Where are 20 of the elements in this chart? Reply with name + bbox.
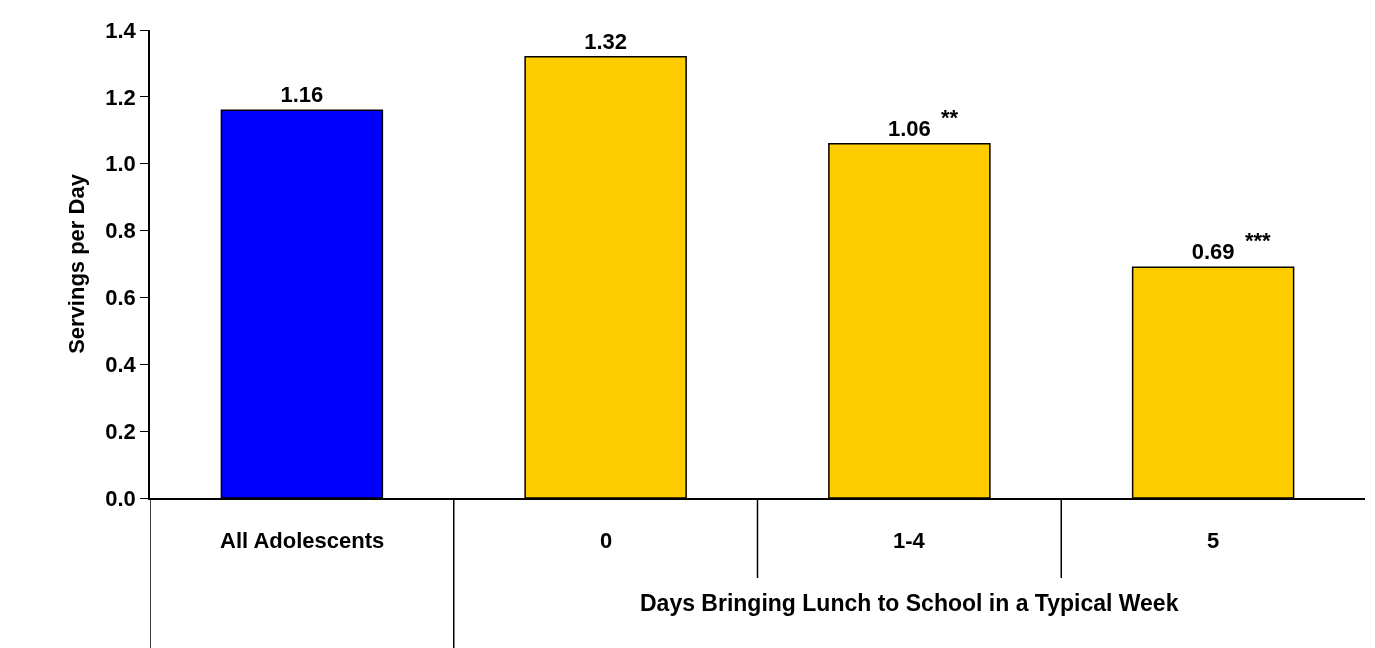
y-tick-label: 0.4	[105, 351, 137, 377]
data-label: 1.16	[280, 82, 324, 108]
data-label: 0.69	[1191, 239, 1235, 265]
y-tick-label: 0.0	[105, 485, 136, 511]
y-tick-label: 0.6	[105, 285, 136, 311]
x-tick-label: 0	[600, 528, 613, 553]
y-tick-label: 0.2	[105, 418, 136, 444]
annotation: ***	[1245, 228, 1272, 253]
x-tick-label: 5	[1207, 528, 1220, 553]
y-tick-label: 1.2	[105, 84, 136, 110]
y-tick-label: 0.8	[105, 218, 136, 244]
annotation: **	[941, 105, 959, 130]
x-tick-label: All Adolescents	[220, 528, 385, 553]
y-tick-label: 1.4	[105, 17, 137, 43]
data-label: 1.06	[887, 115, 931, 141]
data-label: 1.32	[584, 28, 628, 54]
x-axis-title: Days Bringing Lunch to School in a Typical Week	[640, 590, 1179, 616]
x-tick-label: 1-4	[893, 528, 926, 553]
y-axis-title: Servings per Day	[63, 173, 89, 354]
y-tick-label: 1.0	[105, 151, 136, 177]
